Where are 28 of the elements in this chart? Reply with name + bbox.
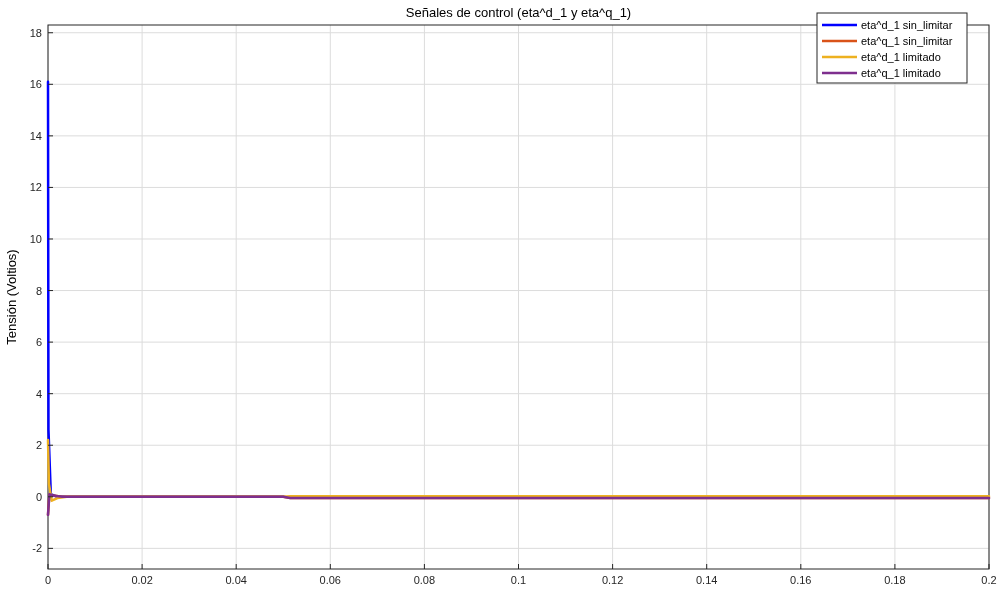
x-tick-label: 0.16 (790, 574, 812, 586)
y-tick-label: 0 (35, 490, 42, 503)
x-tick-label: 0.06 (319, 574, 342, 586)
x-tick-label: 0.1 (510, 574, 527, 586)
y-axis-title: Tensión (Voltios) (4, 249, 19, 345)
y-tick-label: 12 (29, 181, 42, 194)
y-tick-label: 18 (29, 26, 42, 39)
y-tick-label: -2 (32, 542, 42, 555)
legend-label: eta^d_1 limitado (861, 51, 941, 63)
y-tick-label: 2 (35, 439, 42, 452)
x-tick-label: 0.02 (131, 574, 153, 586)
x-tick-label: 0 (44, 574, 52, 586)
y-tick-label: 14 (29, 129, 42, 142)
legend-label: eta^d_1 sin_limitar (861, 19, 953, 31)
y-tick-label: 10 (29, 232, 42, 245)
x-tick-label: 0.08 (413, 574, 436, 586)
y-tick-label: 16 (29, 78, 42, 91)
x-tick-label: 0.14 (695, 574, 718, 586)
x-tick-label: 0.2 (981, 574, 997, 586)
chart-title: Señales de control (eta^d_1 y eta^q_1) (405, 5, 632, 20)
x-tick-label: 0.18 (884, 574, 906, 586)
x-tick-label: 0.12 (601, 574, 624, 586)
y-tick-label: 6 (35, 336, 42, 349)
y-tick-label: 8 (35, 284, 42, 297)
legend-label: eta^q_1 limitado (861, 67, 941, 79)
y-tick-label: 4 (35, 387, 42, 400)
legend-label: eta^q_1 sin_limitar (861, 35, 953, 47)
x-tick-label: 0.04 (225, 574, 247, 586)
